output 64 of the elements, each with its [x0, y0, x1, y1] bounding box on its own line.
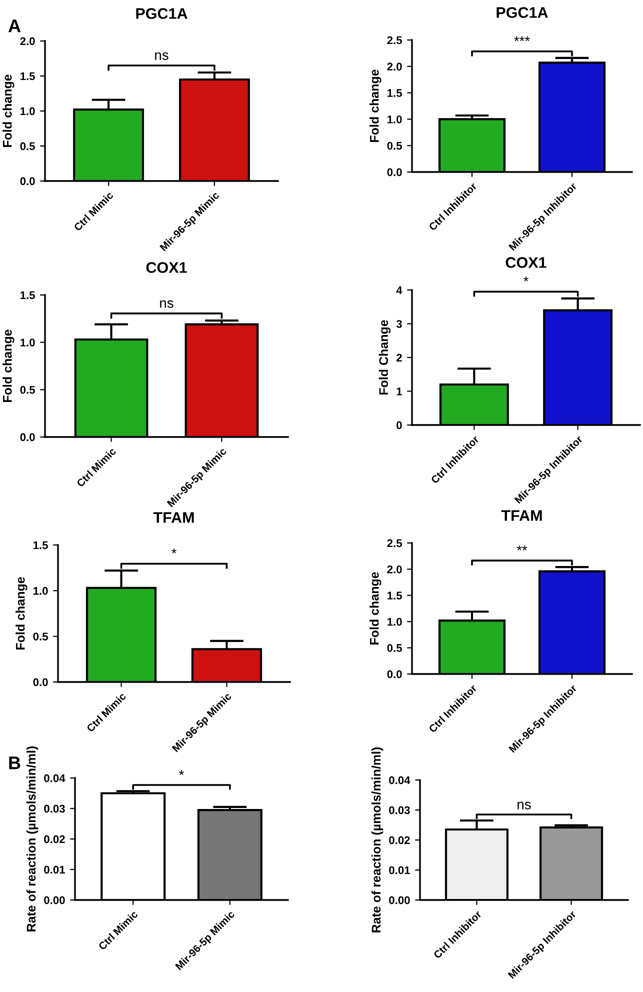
y-axis-title: Fold Change [378, 320, 391, 395]
y-tick-label: 2.0 [387, 62, 402, 71]
y-tick-label: 0.02 [44, 835, 65, 844]
y-axis-title: Rate of reaction (µmols/min/ml) [26, 746, 38, 932]
y-tick-label: 2.5 [387, 539, 402, 548]
annotation: *** [514, 36, 530, 42]
chart-title: COX1 [146, 262, 187, 273]
y-tick-label: 1.5 [388, 592, 402, 600]
y-tick-label: 1.0 [388, 618, 402, 626]
y-tick-label: 1.0 [34, 586, 48, 595]
y-tick-label: 1.0 [20, 338, 35, 346]
y-tick-label: 2 [396, 354, 402, 362]
y-axis-title: Fold change [2, 74, 14, 147]
y-tick-label: 1.0 [388, 115, 402, 124]
annotation: ns [160, 300, 174, 308]
chart-title: PGC1A [136, 8, 188, 19]
y-tick-label: 0.00 [389, 896, 410, 904]
y-tick-label: 2.0 [387, 565, 402, 574]
chart-title: TFAM [501, 510, 542, 521]
y-tick-label: 4 [396, 286, 402, 294]
text: * [179, 770, 184, 776]
chart-title: COX1 [506, 257, 546, 268]
y-tick-label: 2.5 [387, 36, 402, 44]
y-tick-label: 0.0 [387, 670, 402, 678]
y-tick-label: 0.0 [387, 168, 402, 176]
text: A [8, 20, 21, 32]
annotation: ns [518, 802, 531, 810]
annotation: ns [155, 52, 168, 60]
y-tick-label: 1.5 [388, 89, 402, 97]
y-tick-label: 1 [396, 388, 402, 396]
y-axis-title: Fold change [370, 572, 382, 644]
y-tick-label: 0.00 [44, 896, 65, 904]
y-tick-label: 2.0 [20, 37, 35, 46]
y-tick-label: 0.01 [44, 866, 65, 874]
y-tick-label: 0.0 [20, 177, 35, 186]
y-tick-label: 1.0 [20, 107, 35, 116]
y-tick-label: 1.5 [20, 72, 35, 80]
y-tick-label: 0.5 [20, 386, 35, 394]
y-tick-label: 0.0 [33, 678, 48, 686]
y-tick-label: 0.5 [33, 632, 48, 640]
y-tick-label: 1.5 [20, 291, 35, 300]
y-tick-label: 0.02 [389, 836, 410, 844]
y-tick-label: 0.03 [44, 804, 65, 813]
y-tick-label: 3 [396, 320, 402, 328]
y-tick-label: 1.5 [34, 541, 48, 550]
y-tick-label: 0.0 [20, 433, 35, 442]
y-axis-title: Fold change [2, 330, 14, 402]
text: * [524, 276, 528, 282]
chart-title: TFAM [153, 512, 194, 523]
y-tick-label: 0.04 [389, 776, 410, 784]
y-tick-label: 0.5 [387, 644, 402, 652]
y-tick-label: 0.5 [387, 142, 402, 150]
y-tick-label: 0.01 [389, 866, 410, 874]
y-axis-title: Fold change [16, 577, 28, 650]
y-tick-label: 0 [396, 421, 402, 430]
y-tick-label: 0.03 [389, 806, 410, 814]
annotation: * [172, 548, 176, 554]
annotation: ** [516, 545, 528, 550]
chart-title: PGC1A [496, 7, 548, 18]
y-axis-title: Rate of reaction (µmols/min/ml) [371, 747, 384, 932]
y-axis-title: Fold change [370, 70, 382, 142]
y-tick-label: 0.04 [44, 774, 66, 782]
y-tick-label: 0.5 [20, 142, 35, 150]
text: B [9, 756, 20, 770]
